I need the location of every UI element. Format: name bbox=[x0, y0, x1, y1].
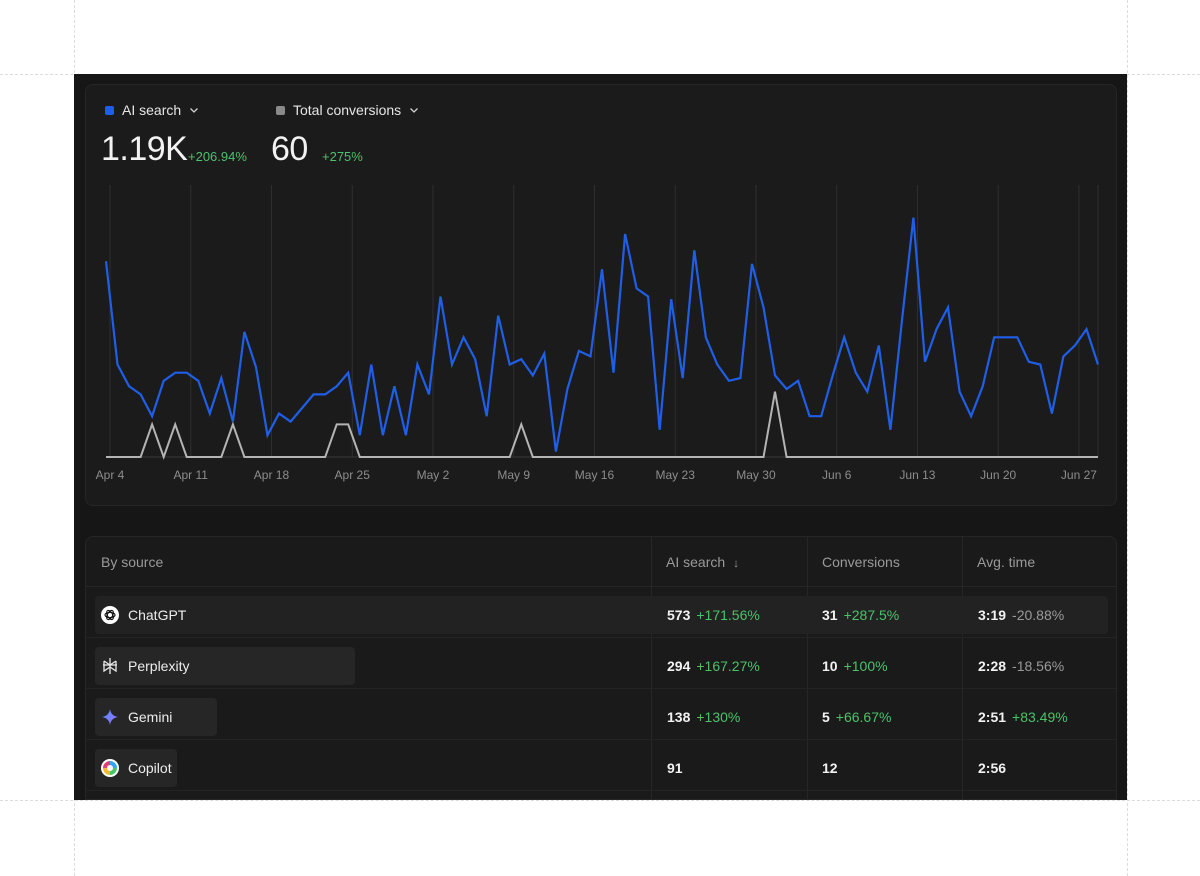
x-tick-label: Jun 6 bbox=[822, 468, 852, 482]
guide-line-right bbox=[1127, 0, 1128, 876]
x-tick-label: Jun 20 bbox=[980, 468, 1016, 482]
table-header: By source AI search ↓ Conversions Avg. ti… bbox=[86, 537, 1116, 587]
series-line-total-conversions bbox=[106, 391, 1098, 460]
conversions-cell: 10 +100% bbox=[822, 658, 888, 674]
chevron-down-icon bbox=[410, 108, 419, 113]
column-divider bbox=[651, 537, 652, 799]
ai-search-swatch bbox=[105, 105, 114, 115]
ai-search-cell: 573 +171.56% bbox=[667, 607, 760, 623]
table-row[interactable]: ChatGPT 573 +171.56% 31 +287.5% 3:19 -20.88… bbox=[86, 587, 1116, 638]
analytics-panel: Apr 4 Apr 11 Apr 18 Apr 25 May 2 May 9 May 16 M… bbox=[74, 74, 1127, 800]
source-name: Perplexity bbox=[128, 658, 190, 674]
avg-time-cell: 2:51 +83.49% bbox=[978, 709, 1068, 725]
metric-value: 60 bbox=[271, 130, 308, 168]
table-row[interactable]: Gemini 138 +130% 5 +66.67% 2:51 +83.49% bbox=[86, 689, 1116, 740]
x-tick-label: Jun 13 bbox=[899, 468, 935, 482]
source-table: By source AI search ↓ Conversions Avg. ti… bbox=[85, 536, 1117, 800]
avg-time-cell: 2:56 bbox=[978, 760, 1007, 776]
column-divider bbox=[962, 537, 963, 799]
conversions-cell: 5 +66.67% bbox=[822, 709, 892, 725]
metric-conversions-selector[interactable]: Total conversions bbox=[276, 102, 419, 118]
column-divider bbox=[807, 537, 808, 799]
conversions-cell: 12 bbox=[822, 760, 838, 776]
metric-label: Total conversions bbox=[293, 102, 402, 118]
header-conversions[interactable]: Conversions bbox=[822, 554, 900, 570]
x-tick-label: May 9 bbox=[497, 468, 530, 482]
source-cell: Gemini bbox=[101, 698, 172, 736]
x-tick-label: May 16 bbox=[575, 468, 615, 482]
source-name: Gemini bbox=[128, 709, 173, 725]
x-tick-label: Jun 27 bbox=[1061, 468, 1097, 482]
source-name: Copilot bbox=[128, 760, 172, 776]
chatgpt-icon bbox=[101, 606, 119, 624]
x-tick-label: May 23 bbox=[656, 468, 696, 482]
x-tick-label: Apr 11 bbox=[174, 468, 209, 482]
avg-time-cell: 3:19 -20.88% bbox=[978, 607, 1065, 623]
perplexity-icon bbox=[103, 658, 117, 674]
copilot-icon bbox=[101, 759, 119, 777]
source-cell: Perplexity bbox=[101, 647, 189, 685]
x-tick-label: May 2 bbox=[417, 468, 450, 482]
gemini-icon bbox=[102, 709, 118, 725]
conversions-swatch bbox=[276, 105, 285, 115]
chart-card: Apr 4 Apr 11 Apr 18 Apr 25 May 2 May 9 May 16 M… bbox=[85, 84, 1117, 506]
metric-label: AI search bbox=[122, 102, 182, 118]
header-by-source: By source bbox=[101, 554, 164, 570]
source-name: ChatGPT bbox=[128, 607, 187, 623]
x-tick-label: Apr 25 bbox=[335, 468, 371, 482]
conversions-cell: 31 +287.5% bbox=[822, 607, 900, 623]
metric-delta: +275% bbox=[322, 149, 363, 164]
share-bar bbox=[95, 647, 355, 685]
ai-search-cell: 138 +130% bbox=[667, 709, 741, 725]
chevron-down-icon bbox=[190, 108, 199, 113]
table-row[interactable]: Perplexity 294 +167.27% 10 +100% 2:28 -18.5… bbox=[86, 638, 1116, 689]
line-chart: Apr 4 Apr 11 Apr 18 Apr 25 May 2 May 9 May 16 M… bbox=[96, 185, 1100, 482]
source-cell: ChatGPT bbox=[101, 596, 186, 634]
header-avg-time[interactable]: Avg. time bbox=[977, 554, 1036, 570]
metric-value: 1.19K bbox=[101, 130, 188, 168]
ai-search-cell: 294 +167.27% bbox=[667, 658, 760, 674]
series-line-ai-search bbox=[104, 217, 1100, 452]
arrow-down-icon: ↓ bbox=[733, 556, 740, 570]
source-cell: Copilot bbox=[101, 749, 172, 787]
metric-ai-search-selector[interactable]: AI search bbox=[105, 102, 199, 118]
table-row[interactable]: Copilot 91 12 2:56 bbox=[86, 740, 1116, 791]
x-tick-label: May 30 bbox=[736, 468, 776, 482]
guide-line-bottom bbox=[0, 800, 1200, 801]
header-ai-search[interactable]: AI search ↓ bbox=[651, 537, 739, 587]
x-tick-label: Apr 4 bbox=[96, 468, 125, 482]
avg-time-cell: 2:28 -18.56% bbox=[978, 658, 1065, 674]
x-tick-label: Apr 18 bbox=[254, 468, 290, 482]
metric-delta: +206.94% bbox=[188, 149, 247, 164]
row-hover-highlight bbox=[95, 596, 1108, 634]
ai-search-cell: 91 bbox=[667, 760, 683, 776]
